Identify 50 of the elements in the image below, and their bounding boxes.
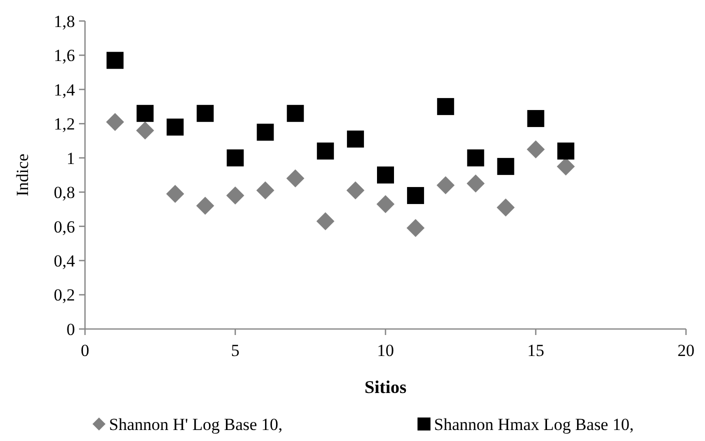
point (286, 169, 304, 188)
y-tick-label: 1,4 (54, 80, 76, 100)
y-tick-label: 1,6 (54, 46, 75, 66)
y-tick-label: 1,2 (54, 114, 75, 134)
point (437, 98, 454, 116)
point (497, 158, 514, 175)
point (106, 112, 124, 131)
x-tick-label: 5 (231, 341, 240, 360)
point (377, 166, 394, 184)
y-tick-label: 0,6 (54, 217, 75, 236)
point (496, 198, 515, 217)
point (557, 142, 574, 160)
point (196, 104, 214, 122)
point (196, 196, 214, 215)
point (226, 186, 244, 205)
point (467, 149, 484, 166)
point (466, 174, 485, 193)
y-tick-label: 1,8 (54, 12, 75, 31)
legend-label: Shannon Hmax Log Base 10, (434, 415, 634, 434)
y-tick-label: 0 (66, 320, 75, 339)
point (136, 104, 154, 122)
point (256, 181, 274, 200)
legend-label: Shannon H' Log Base 10, (109, 415, 283, 434)
point (316, 142, 334, 160)
point (136, 122, 154, 140)
x-axis-title: Sitios (364, 377, 407, 397)
y-tick-label: 0,4 (54, 252, 76, 271)
point (256, 124, 274, 141)
x-tick-label: 15 (527, 341, 544, 360)
point (316, 212, 334, 230)
point (346, 130, 364, 148)
point (436, 176, 455, 194)
point (526, 140, 545, 158)
y-tick-label: 0,8 (54, 183, 75, 202)
y-axis-title: Indice (12, 154, 32, 196)
point (166, 118, 184, 136)
point (527, 110, 544, 128)
point (406, 219, 425, 238)
y-tick-label: 0,2 (54, 286, 75, 305)
y-tick-label: 1 (66, 148, 75, 168)
point (226, 149, 244, 166)
x-tick-label: 10 (377, 341, 394, 360)
point (166, 184, 184, 203)
point (286, 104, 304, 122)
point (106, 52, 124, 69)
point (346, 181, 364, 200)
x-tick-label: 20 (678, 341, 694, 360)
x-tick-label: 0 (80, 341, 90, 360)
point (407, 187, 424, 204)
point (376, 195, 394, 214)
